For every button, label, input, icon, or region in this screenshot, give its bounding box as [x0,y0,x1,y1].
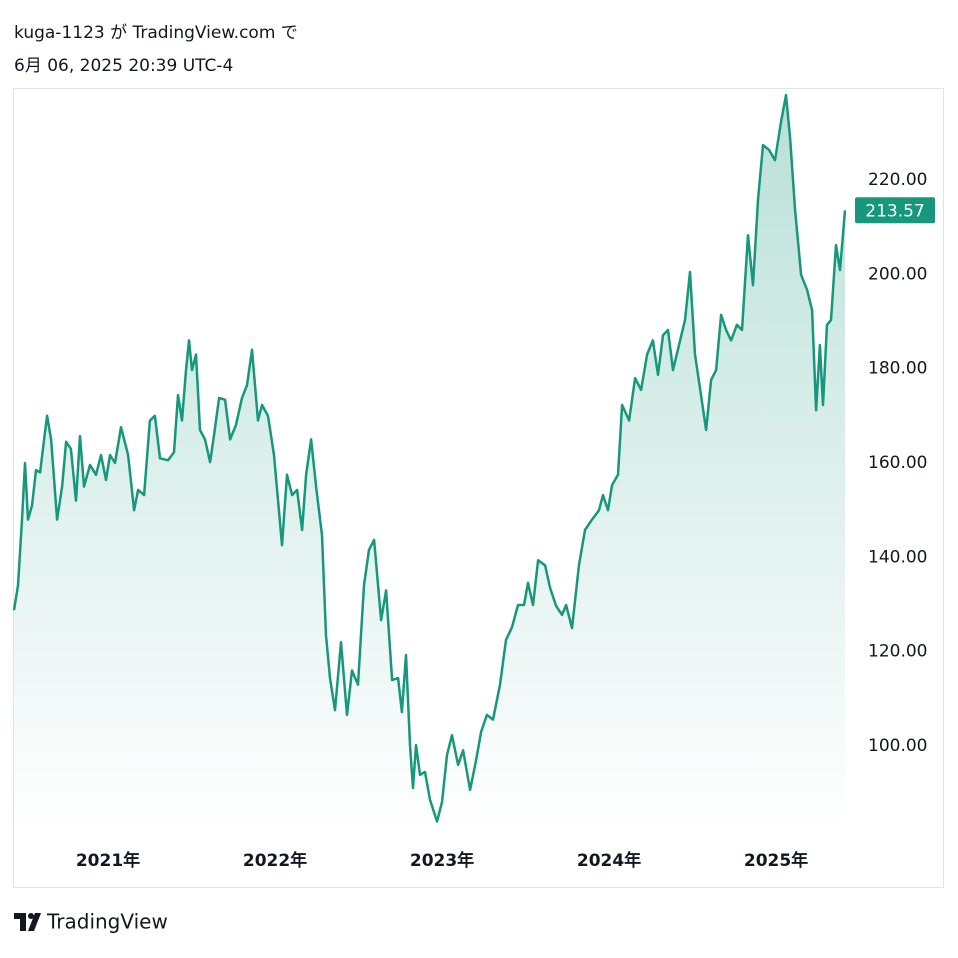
y-tick-label: 220.00 [868,170,927,190]
y-tick-label: 200.00 [868,264,927,284]
last-price-box [855,197,935,224]
y-tick-label: 120.00 [868,642,927,662]
y-tick-label: 100.00 [868,736,927,756]
frame [13,88,944,888]
y-tick-label: 160.00 [868,453,927,473]
last-price-label: 213.57 [865,201,924,221]
x-tick-label: 2022年 [243,850,307,871]
y-tick-label: 140.00 [868,547,927,567]
x-tick-label: 2023年 [410,850,474,871]
author: kuga-1123 が TradingView.com で [14,23,298,43]
area-fill [14,95,845,831]
y-tick-label: 180.00 [868,359,927,379]
x-tick-label: 2025年 [744,850,808,871]
x-tick-label: 2024年 [577,850,641,871]
timestamp: 6月 06, 2025 20:39 UTC-4 [14,56,233,76]
x-tick-label: 2021年 [76,850,140,871]
logo [14,913,41,931]
brand: TradingView [46,910,168,934]
price-line [12,93,847,823]
